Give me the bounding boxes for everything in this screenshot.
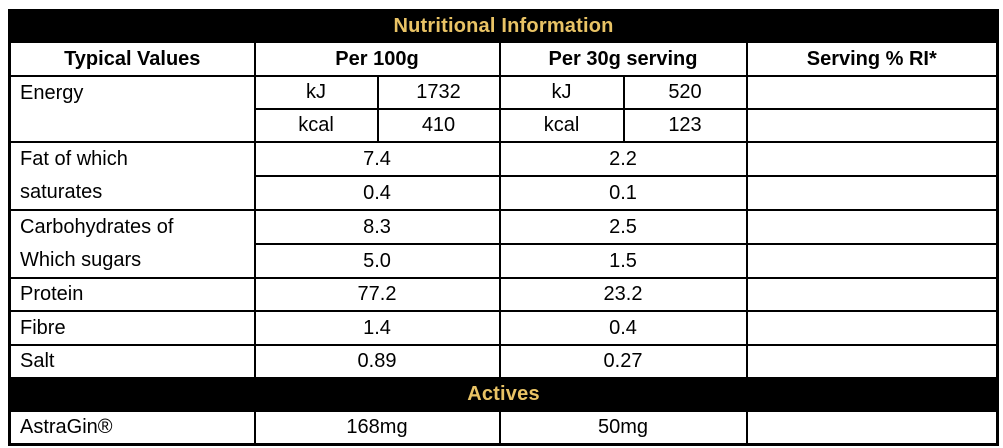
actives-section-banner: Actives: [8, 376, 999, 412]
sugars-serving-ri-cell: [745, 243, 999, 279]
table-title: Nutritional Information: [393, 15, 614, 38]
actives-banner-row: Actives: [8, 376, 999, 412]
fat-value-30g: 2.2: [498, 140, 748, 177]
table-row-carbohydrates: Carbohydrates of Which sugars 8.3 2.5: [8, 208, 999, 279]
fat-label-line2: saturates: [20, 180, 103, 203]
row-label-fat-saturates: Fat of which saturates: [8, 140, 256, 211]
table-row-fibre: Fibre 1.4 0.4: [8, 309, 999, 346]
header-per-100g: Per 100g: [253, 40, 501, 77]
carbohydrates-label-line1: Carbohydrates of: [20, 215, 174, 238]
salt-serving-ri-cell: [745, 343, 999, 379]
sugars-value-100g: 5.0: [253, 243, 501, 279]
header-typical-values: Typical Values: [8, 40, 256, 77]
carbohydrates-label-line2: Which sugars: [20, 248, 142, 271]
energy-kcal-value-100g: 410: [376, 107, 501, 143]
protein-value-100g: 77.2: [253, 276, 501, 312]
saturates-serving-ri-cell: [745, 174, 999, 211]
fat-value-100g: 7.4: [253, 140, 501, 177]
energy-kj-unit-30g: kJ: [498, 74, 625, 110]
energy-kj-value-30g: 520: [622, 74, 748, 110]
column-header-row: Typical Values Per 100g Per 30g serving …: [8, 40, 999, 77]
protein-value-30g: 23.2: [498, 276, 748, 312]
table-title-banner: Nutritional Information: [8, 9, 999, 43]
row-label-astragin: AstraGin®: [8, 409, 256, 446]
astragin-value-100g: 168mg: [253, 409, 501, 446]
table-row-saturates: 0.4 0.1: [10, 174, 999, 211]
fat-serving-ri-cell: [745, 140, 999, 177]
row-label-energy: Energy: [8, 74, 256, 143]
actives-section-title: Actives: [467, 383, 540, 405]
row-label-salt: Salt: [8, 343, 256, 379]
saturates-value-30g: 0.1: [498, 174, 748, 211]
row-label-protein: Protein: [8, 276, 256, 312]
header-per-30g-serving: Per 30g serving: [498, 40, 748, 77]
fibre-serving-ri-cell: [745, 309, 999, 346]
header-serving-percent-ri: Serving % RI*: [745, 40, 999, 77]
energy-kcal-value-30g: 123: [622, 107, 748, 143]
energy-kj-value-100g: 1732: [376, 74, 501, 110]
carbohydrates-value-100g: 8.3: [253, 208, 501, 245]
energy-kcal-unit-30g: kcal: [498, 107, 625, 143]
energy-kcal-unit-100g: kcal: [253, 107, 379, 143]
energy-kcal-serving-ri-cell: [745, 107, 999, 143]
title-banner-row: Nutritional Information: [8, 9, 999, 43]
table-row-astragin: AstraGin® 168mg 50mg: [8, 409, 999, 446]
row-label-carbohydrates-sugars: Carbohydrates of Which sugars: [8, 208, 256, 279]
table-row-salt: Salt 0.89 0.27: [8, 343, 999, 379]
energy-label: Energy: [20, 81, 84, 104]
saturates-value-100g: 0.4: [253, 174, 501, 211]
nutrition-label: Nutritional Information Typical Values P…: [8, 9, 1000, 446]
row-label-fibre: Fibre: [8, 309, 256, 346]
table-row-energy-kj: Energy kJ 1732 kJ 520: [8, 74, 999, 143]
carbohydrates-value-30g: 2.5: [498, 208, 748, 245]
astragin-value-30g: 50mg: [498, 409, 748, 446]
salt-value-100g: 0.89: [253, 343, 501, 379]
table-row-fat: Fat of which saturates 7.4 2.2: [8, 140, 999, 211]
sugars-value-30g: 1.5: [498, 243, 748, 279]
table-row-sugars: 5.0 1.5: [10, 243, 999, 279]
astragin-serving-ri-cell: [745, 409, 999, 446]
nutrition-table: Nutritional Information Typical Values P…: [8, 9, 1000, 446]
salt-value-30g: 0.27: [498, 343, 748, 379]
table-row-protein: Protein 77.2 23.2: [8, 276, 999, 312]
table-row-energy-kcal: kcal 410 kcal 123: [10, 107, 999, 143]
carbohydrates-serving-ri-cell: [745, 208, 999, 245]
fat-label-line1: Fat of which: [20, 147, 128, 170]
protein-serving-ri-cell: [745, 276, 999, 312]
energy-kj-serving-ri-cell: [745, 74, 999, 110]
fibre-value-30g: 0.4: [498, 309, 748, 346]
energy-kj-unit-100g: kJ: [253, 74, 379, 110]
fibre-value-100g: 1.4: [253, 309, 501, 346]
